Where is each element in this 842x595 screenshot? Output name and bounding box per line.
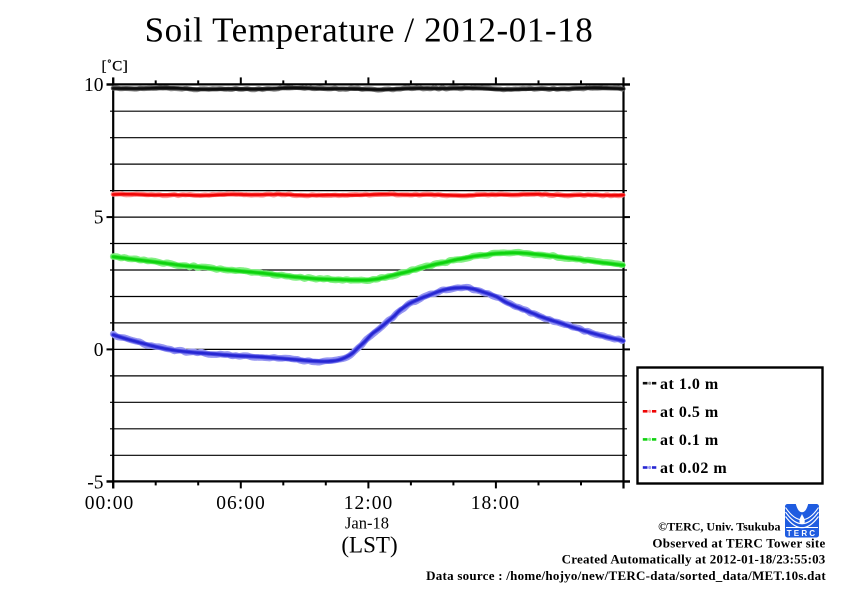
svg-text:12:00: 12:00 [344,493,393,514]
svg-text:06:00: 06:00 [216,493,265,514]
svg-text:Data source : /home/hojyo/new/: Data source : /home/hojyo/new/TERC-data/… [426,568,826,583]
svg-text:00:00: 00:00 [85,493,134,514]
svg-text:at 0.1 m: at 0.1 m [660,432,719,449]
svg-text:-5: -5 [87,472,103,493]
svg-text:Jan-18: Jan-18 [345,514,389,533]
svg-text:[˚C]: [˚C] [102,59,129,75]
svg-text:18:00: 18:00 [471,493,520,514]
svg-text:Observed at TERC Tower site: Observed at TERC Tower site [652,536,825,551]
svg-text:TERC: TERC [787,529,818,538]
svg-text:Soil Temperature / 2012-01-18: Soil Temperature / 2012-01-18 [145,11,594,50]
svg-text:0: 0 [94,340,104,361]
svg-text:Created Automatically at 2012-: Created Automatically at 2012-01-18/23:5… [562,552,826,567]
svg-text:10: 10 [84,75,104,96]
svg-text:at 0.5 m: at 0.5 m [660,404,719,421]
svg-text:at 1.0 m: at 1.0 m [660,376,719,393]
svg-text:©TERC, Univ. Tsukuba: ©TERC, Univ. Tsukuba [658,520,780,534]
svg-text:at 0.02 m: at 0.02 m [660,460,727,477]
svg-text:5: 5 [94,208,104,229]
svg-text:(LST): (LST) [341,533,397,558]
